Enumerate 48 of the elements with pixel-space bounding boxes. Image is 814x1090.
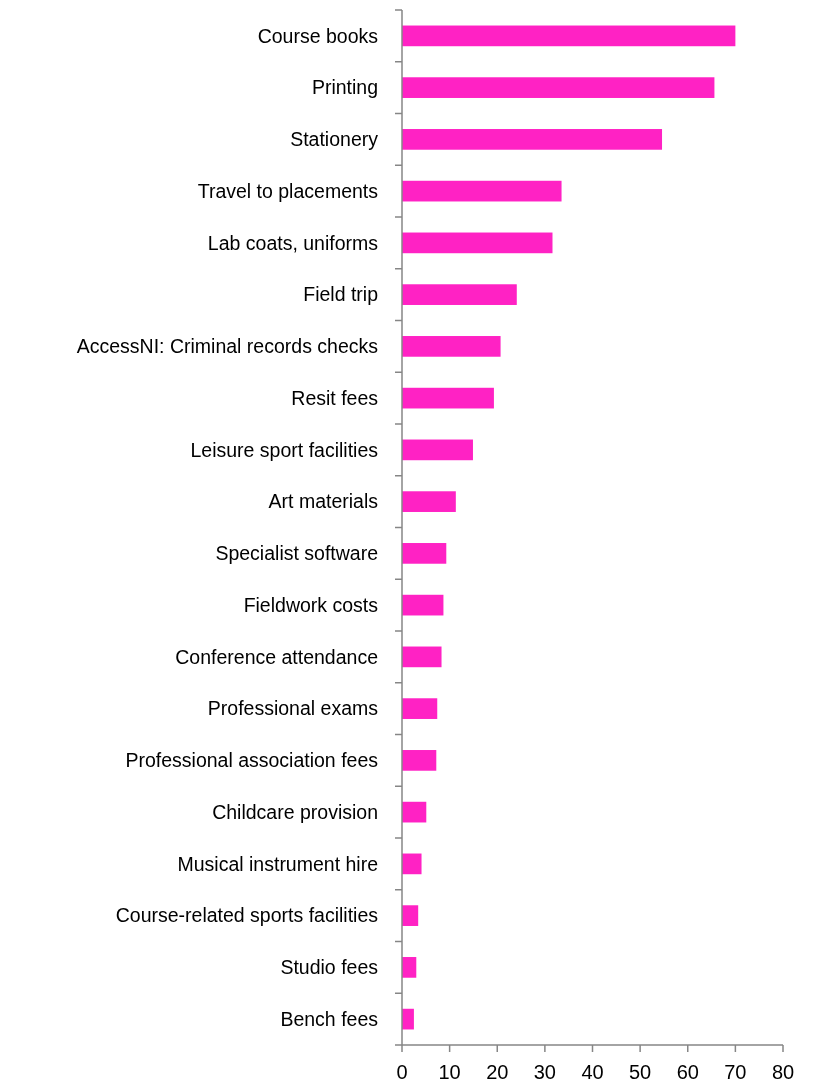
y-tick-label: Childcare provision <box>212 800 378 823</box>
bar <box>402 853 422 875</box>
bar <box>402 801 427 823</box>
y-tick-label: Professional association fees <box>125 749 379 772</box>
y-tick-label: Course books <box>257 24 379 47</box>
bar <box>402 25 736 47</box>
bar <box>402 543 447 564</box>
x-tick-label: 70 <box>724 1061 747 1083</box>
x-tick-label: 80 <box>771 1061 795 1083</box>
bar <box>402 594 444 616</box>
y-tick-label: Specialist software <box>215 542 378 565</box>
bar <box>402 646 442 668</box>
y-tick-label: Travel to placements <box>197 179 379 202</box>
y-tick-label: Lab coats, uniforms <box>207 231 379 254</box>
bar <box>402 284 517 305</box>
bar <box>402 77 715 98</box>
x-tick-label: 60 <box>676 1061 699 1083</box>
y-tick-label: Fieldwork costs <box>243 593 379 616</box>
bar <box>402 491 456 512</box>
y-tick-label: AccessNI: Criminal records checks <box>76 335 379 358</box>
y-tick-label: Field trip <box>303 283 379 306</box>
x-tick-label: 0 <box>396 1061 408 1083</box>
x-tick-label: 20 <box>486 1061 509 1083</box>
bar <box>402 698 438 719</box>
y-tick-label: Stationery <box>290 128 379 151</box>
x-tick-label: 40 <box>581 1061 604 1083</box>
y-tick-label: Art materials <box>268 490 379 513</box>
y-tick-label: Leisure sport facilities <box>190 438 379 461</box>
bar <box>402 387 494 409</box>
y-tick-label: Bench fees <box>280 1007 379 1030</box>
bar <box>402 129 663 150</box>
y-tick-label: Musical instrument hire <box>177 852 378 875</box>
y-tick-label: Resit fees <box>291 386 379 409</box>
bar <box>402 232 553 254</box>
y-tick-label: Course-related sports facilities <box>115 904 379 927</box>
bar <box>402 336 501 357</box>
x-tick-label: 30 <box>533 1061 556 1083</box>
bar <box>402 750 437 771</box>
x-tick-label: 10 <box>438 1061 461 1083</box>
y-tick-label: Professional exams <box>207 697 379 720</box>
x-tick-label: 50 <box>629 1061 652 1083</box>
bar <box>402 439 473 461</box>
bar <box>402 905 419 926</box>
y-tick-label: Studio fees <box>280 956 379 979</box>
bar <box>402 957 417 978</box>
y-tick-label: Conference attendance <box>175 645 378 668</box>
bar <box>402 180 562 202</box>
y-tick-label: Printing <box>311 76 378 99</box>
